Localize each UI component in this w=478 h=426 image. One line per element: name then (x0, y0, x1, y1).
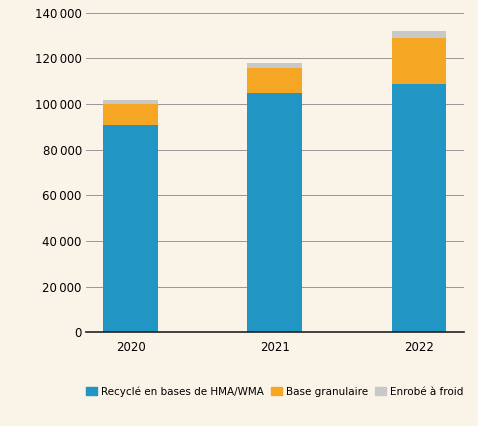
Bar (391, 38, 446, 83)
Bar (103, 104, 158, 124)
Legend: Recyclé en bases de HMA/WMA, Base granulaire, Enrobé à froid: Recyclé en bases de HMA/WMA, Base granul… (82, 382, 467, 401)
Bar (391, 83, 446, 332)
Bar (103, 124, 158, 332)
Bar (391, 31, 446, 38)
Bar (248, 93, 302, 332)
Bar (103, 100, 158, 104)
Bar (248, 68, 302, 93)
Bar (248, 63, 302, 68)
